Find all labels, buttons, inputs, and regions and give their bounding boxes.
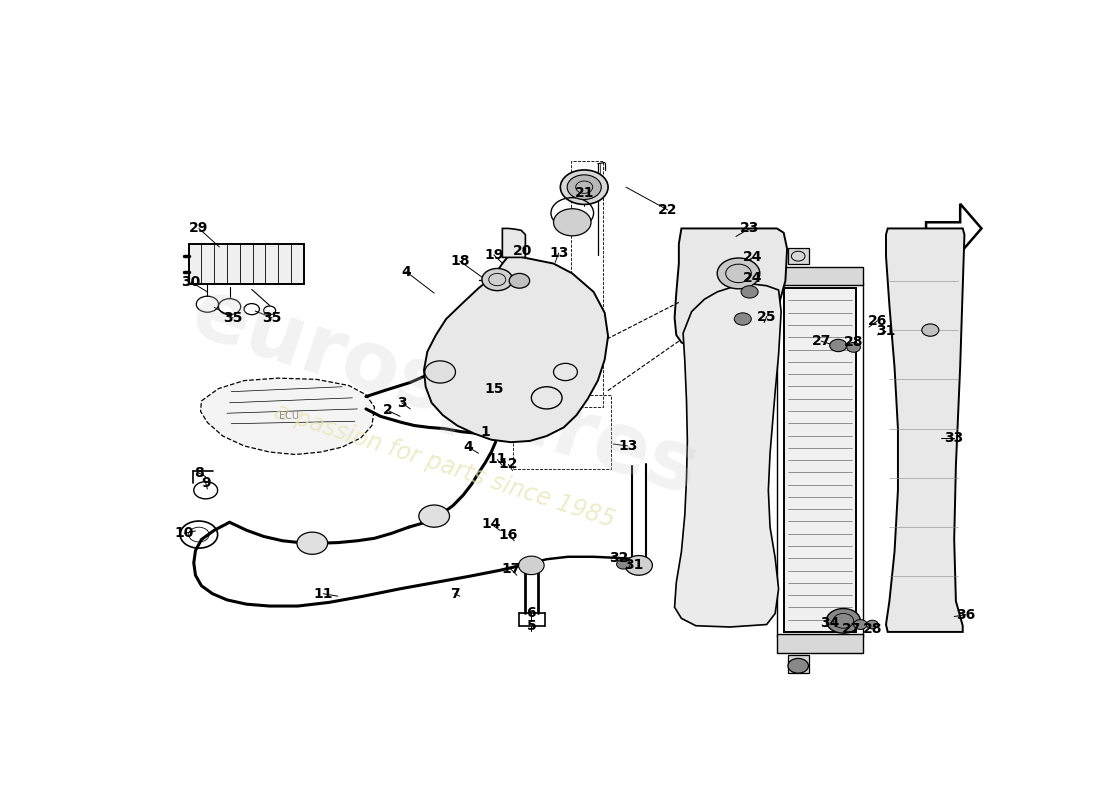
Circle shape bbox=[617, 559, 630, 569]
Bar bbox=[777, 283, 864, 637]
Text: 9: 9 bbox=[201, 476, 210, 490]
Circle shape bbox=[741, 286, 758, 298]
Text: 25: 25 bbox=[757, 310, 777, 323]
Text: 28: 28 bbox=[844, 335, 864, 350]
Polygon shape bbox=[674, 229, 788, 347]
Text: 4: 4 bbox=[463, 440, 473, 454]
Circle shape bbox=[518, 556, 544, 574]
Text: 29: 29 bbox=[189, 222, 209, 235]
Text: 30: 30 bbox=[182, 275, 201, 289]
Circle shape bbox=[482, 269, 513, 290]
Polygon shape bbox=[200, 378, 374, 454]
Text: 21: 21 bbox=[574, 186, 594, 200]
Text: 27: 27 bbox=[812, 334, 830, 348]
Text: 18: 18 bbox=[450, 254, 470, 268]
Text: 11: 11 bbox=[487, 453, 507, 466]
Text: 23: 23 bbox=[740, 222, 759, 235]
Text: 14: 14 bbox=[482, 517, 500, 531]
Text: 24: 24 bbox=[744, 250, 762, 264]
Text: 3: 3 bbox=[397, 396, 407, 410]
Text: 15: 15 bbox=[484, 382, 504, 395]
Text: 2: 2 bbox=[383, 403, 393, 417]
Text: 26: 26 bbox=[868, 314, 888, 328]
Bar bbox=[513, 394, 610, 469]
Circle shape bbox=[788, 658, 808, 673]
Bar bbox=[189, 244, 304, 284]
Text: a passion for parts since 1985: a passion for parts since 1985 bbox=[271, 399, 618, 532]
Text: 35: 35 bbox=[263, 310, 282, 325]
Text: 27: 27 bbox=[843, 622, 861, 636]
Text: 22: 22 bbox=[658, 203, 678, 217]
Text: ECU: ECU bbox=[279, 411, 299, 422]
Circle shape bbox=[826, 609, 860, 633]
Text: 35: 35 bbox=[223, 310, 243, 325]
Polygon shape bbox=[424, 255, 608, 442]
Text: 34: 34 bbox=[820, 616, 839, 630]
Circle shape bbox=[297, 532, 328, 554]
Text: 1: 1 bbox=[481, 425, 491, 438]
Text: 10: 10 bbox=[175, 526, 194, 540]
Text: 19: 19 bbox=[484, 248, 504, 262]
Circle shape bbox=[735, 313, 751, 325]
Text: eurospares: eurospares bbox=[180, 272, 708, 512]
Circle shape bbox=[425, 361, 455, 383]
Circle shape bbox=[867, 620, 878, 629]
Circle shape bbox=[568, 175, 602, 199]
Text: 31: 31 bbox=[624, 558, 644, 572]
Polygon shape bbox=[886, 229, 965, 632]
Bar bbox=[571, 161, 603, 407]
Text: 5: 5 bbox=[527, 618, 536, 633]
Circle shape bbox=[854, 619, 867, 630]
Circle shape bbox=[717, 258, 760, 289]
Text: 24: 24 bbox=[744, 270, 762, 285]
Bar bbox=[777, 266, 864, 285]
Circle shape bbox=[509, 274, 530, 288]
Text: 36: 36 bbox=[957, 608, 976, 622]
Bar bbox=[788, 655, 810, 673]
Text: 13: 13 bbox=[549, 246, 569, 260]
Bar bbox=[783, 288, 856, 632]
Text: 20: 20 bbox=[513, 244, 532, 258]
Text: 17: 17 bbox=[502, 562, 520, 576]
Circle shape bbox=[625, 555, 652, 575]
Text: 33: 33 bbox=[945, 431, 964, 445]
Polygon shape bbox=[674, 284, 781, 627]
Text: 7: 7 bbox=[450, 586, 460, 601]
Circle shape bbox=[553, 209, 591, 236]
Text: 11: 11 bbox=[314, 586, 333, 601]
Circle shape bbox=[560, 170, 608, 205]
Text: 6: 6 bbox=[527, 606, 536, 621]
Text: 4: 4 bbox=[402, 265, 411, 278]
Text: 31: 31 bbox=[877, 324, 895, 338]
Circle shape bbox=[922, 324, 939, 336]
Text: 8: 8 bbox=[194, 466, 204, 480]
Bar bbox=[788, 248, 810, 263]
Text: 28: 28 bbox=[862, 622, 882, 636]
Circle shape bbox=[847, 342, 860, 352]
Text: 13: 13 bbox=[618, 439, 637, 453]
Text: 16: 16 bbox=[498, 527, 518, 542]
Text: 32: 32 bbox=[609, 551, 629, 565]
Text: 12: 12 bbox=[498, 458, 518, 471]
Circle shape bbox=[829, 339, 847, 352]
Circle shape bbox=[419, 505, 450, 527]
Bar bbox=[777, 634, 864, 653]
Polygon shape bbox=[503, 229, 526, 258]
